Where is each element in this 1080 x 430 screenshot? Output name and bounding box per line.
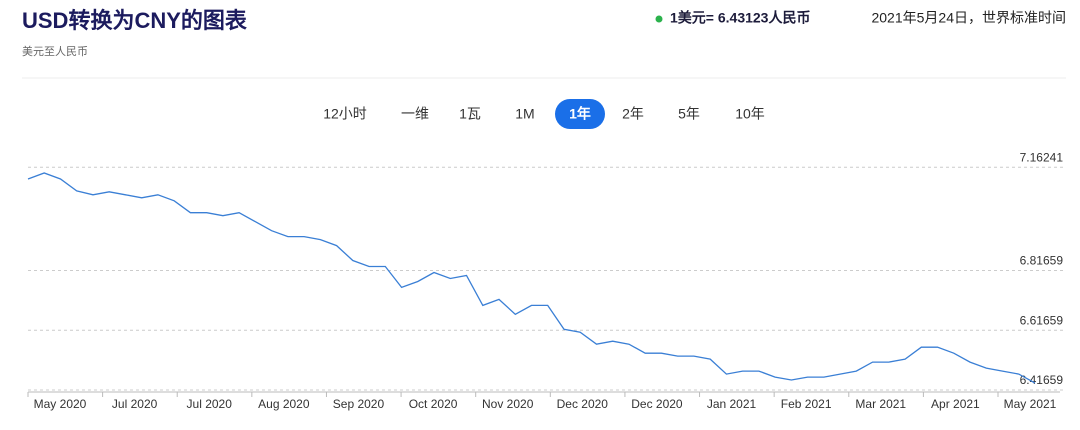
x-tick-label: Jan 2021: [707, 397, 757, 411]
status-dot: [655, 15, 663, 23]
tab[interactable]: 1瓦: [459, 106, 481, 122]
x-tick-label: May 2021: [1004, 397, 1057, 411]
plot: 6.41659 6.61659 6.81659 7.16241 May 2020 Jul …: [27, 150, 1065, 411]
subtitle: 美元至人民币: [22, 45, 88, 58]
tab[interactable]: 一维: [401, 106, 429, 122]
x-tick-label: Jul 2020: [187, 397, 233, 411]
tabs: 12小时 一维 1瓦 1M 1年 2年 5年 10年: [323, 99, 765, 129]
tab[interactable]: 2年: [622, 106, 644, 122]
y-tick-label: 6.81659: [1020, 254, 1064, 268]
tab[interactable]: 1M: [515, 106, 534, 122]
rate: 1美元= 6.43123人民币: [670, 10, 810, 26]
x-tick-label: Sep 2020: [333, 397, 385, 411]
x-tick-label: Oct 2020: [409, 397, 458, 411]
x-tick-label: Nov 2020: [482, 397, 534, 411]
tab[interactable]: 1年: [569, 106, 591, 122]
x-tick-label: May 2020: [34, 397, 87, 411]
tab[interactable]: 5年: [678, 106, 700, 122]
title: USD转换为CNY的图表: [22, 8, 248, 33]
y-tick-label: 6.61659: [1020, 313, 1064, 327]
y-tick-label: 6.41659: [1020, 373, 1064, 387]
x-tick-label: Feb 2021: [781, 397, 832, 411]
timestamp: 2021年5月24日，世界标准时间: [871, 10, 1066, 26]
x-tick-label: Jul 2020: [112, 397, 158, 411]
tab[interactable]: 10年: [735, 106, 765, 122]
x-tick-label: Aug 2020: [258, 397, 310, 411]
x-tick-label: Apr 2021: [931, 397, 980, 411]
x-tick-label: Dec 2020: [631, 397, 683, 411]
tab[interactable]: 12小时: [323, 106, 367, 122]
x-tick-label: Dec 2020: [557, 397, 609, 411]
tab-active-bg[interactable]: [555, 99, 605, 129]
y-tick-label: 7.16241: [1020, 150, 1064, 164]
price-line: [27, 172, 1036, 384]
x-tick-label: Mar 2021: [855, 397, 906, 411]
